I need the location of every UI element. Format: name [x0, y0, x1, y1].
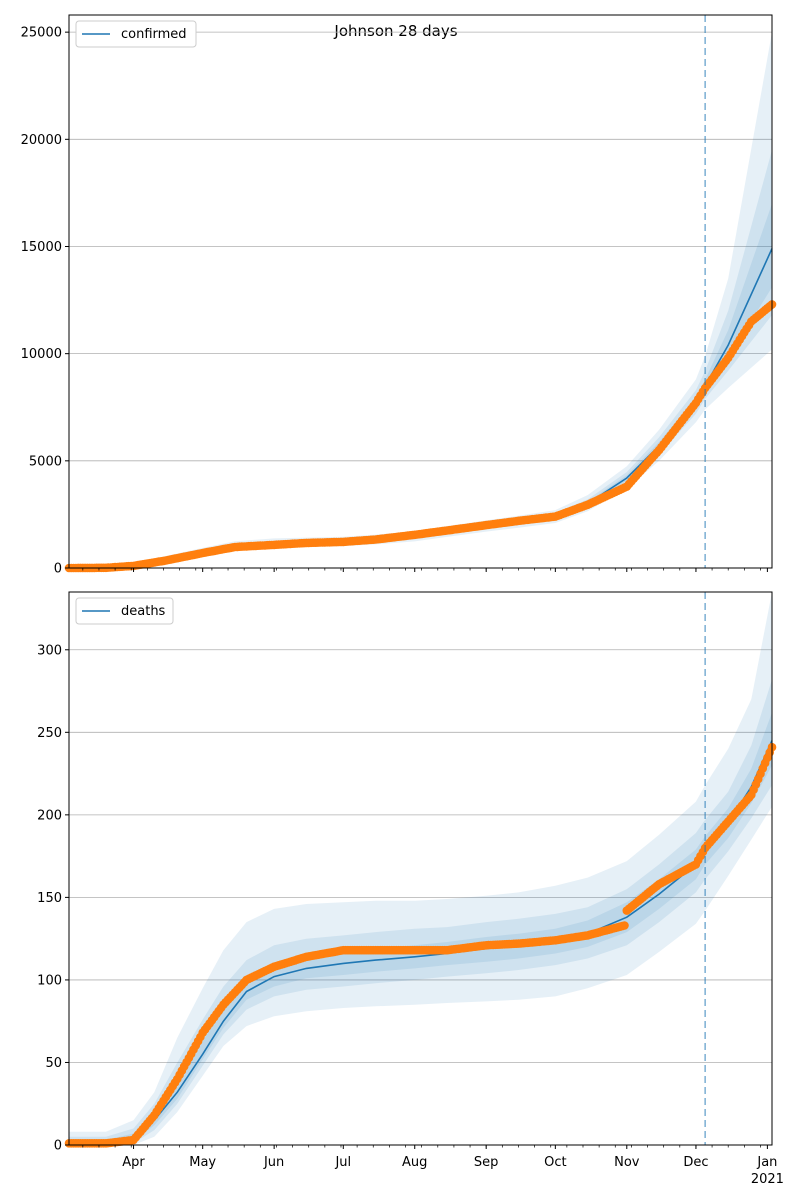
x-tick-label: Nov	[614, 1155, 640, 1170]
uncertainty-band-1	[69, 592, 772, 1145]
deaths-panel: 0 50 100 150 200 250 300 Apr May Jun Jul Aug Sep Oct…	[37, 591, 784, 1187]
figure-title: Johnson 28 days	[333, 22, 457, 40]
x-tick-label: Jun	[263, 1155, 284, 1170]
y-tick-label: 100	[37, 973, 62, 988]
y-tick-label: 150	[37, 891, 62, 906]
y-tick-label: 200	[37, 808, 62, 823]
confirmed-panel: 0 5000 10000 15000 20000 25000 confirmed	[21, 14, 777, 577]
x-tick-label: Sep	[474, 1155, 499, 1170]
legend-box	[75, 597, 174, 625]
uncertainty-band-3	[69, 203, 772, 568]
x-tick-label: Dec	[683, 1155, 708, 1170]
y-tick-label: 20000	[21, 133, 62, 148]
x-tick-label: Apr	[122, 1155, 145, 1170]
legend-label-deaths: deaths	[121, 604, 166, 619]
confirmed-model-line	[68, 248, 773, 569]
y-tick-label: 0	[54, 1139, 62, 1154]
x-tick-label: Aug	[402, 1155, 427, 1170]
uncertainty-band-3	[69, 712, 772, 1145]
deaths-plot-frame	[68, 591, 773, 1146]
x-tick-label: May	[189, 1155, 216, 1170]
x-tick-label: Oct	[544, 1155, 566, 1170]
y-tick-label: 0	[54, 562, 62, 577]
uncertainty-band-2	[69, 150, 772, 568]
observed-point	[620, 921, 629, 930]
y-tick-label: 250	[37, 726, 62, 741]
legend-label-confirmed: confirmed	[121, 27, 187, 42]
deaths-legend: deaths	[75, 597, 174, 625]
uncertainty-band-1	[69, 32, 772, 569]
y-tick-label: 15000	[21, 240, 62, 255]
y-tick-label: 5000	[29, 454, 62, 469]
x-tick-label: Jul	[334, 1155, 351, 1170]
y-tick-label: 50	[45, 1056, 62, 1071]
y-tick-label: 10000	[21, 347, 62, 362]
y-tick-label: 25000	[21, 26, 62, 41]
x-year-label: 2021	[751, 1172, 784, 1187]
confirmed-legend: confirmed	[75, 20, 197, 48]
x-tick-label: Jan	[756, 1155, 777, 1170]
legend-box	[75, 20, 197, 48]
confirmed-plot-frame	[68, 14, 773, 569]
y-tick-label: 300	[37, 643, 62, 658]
